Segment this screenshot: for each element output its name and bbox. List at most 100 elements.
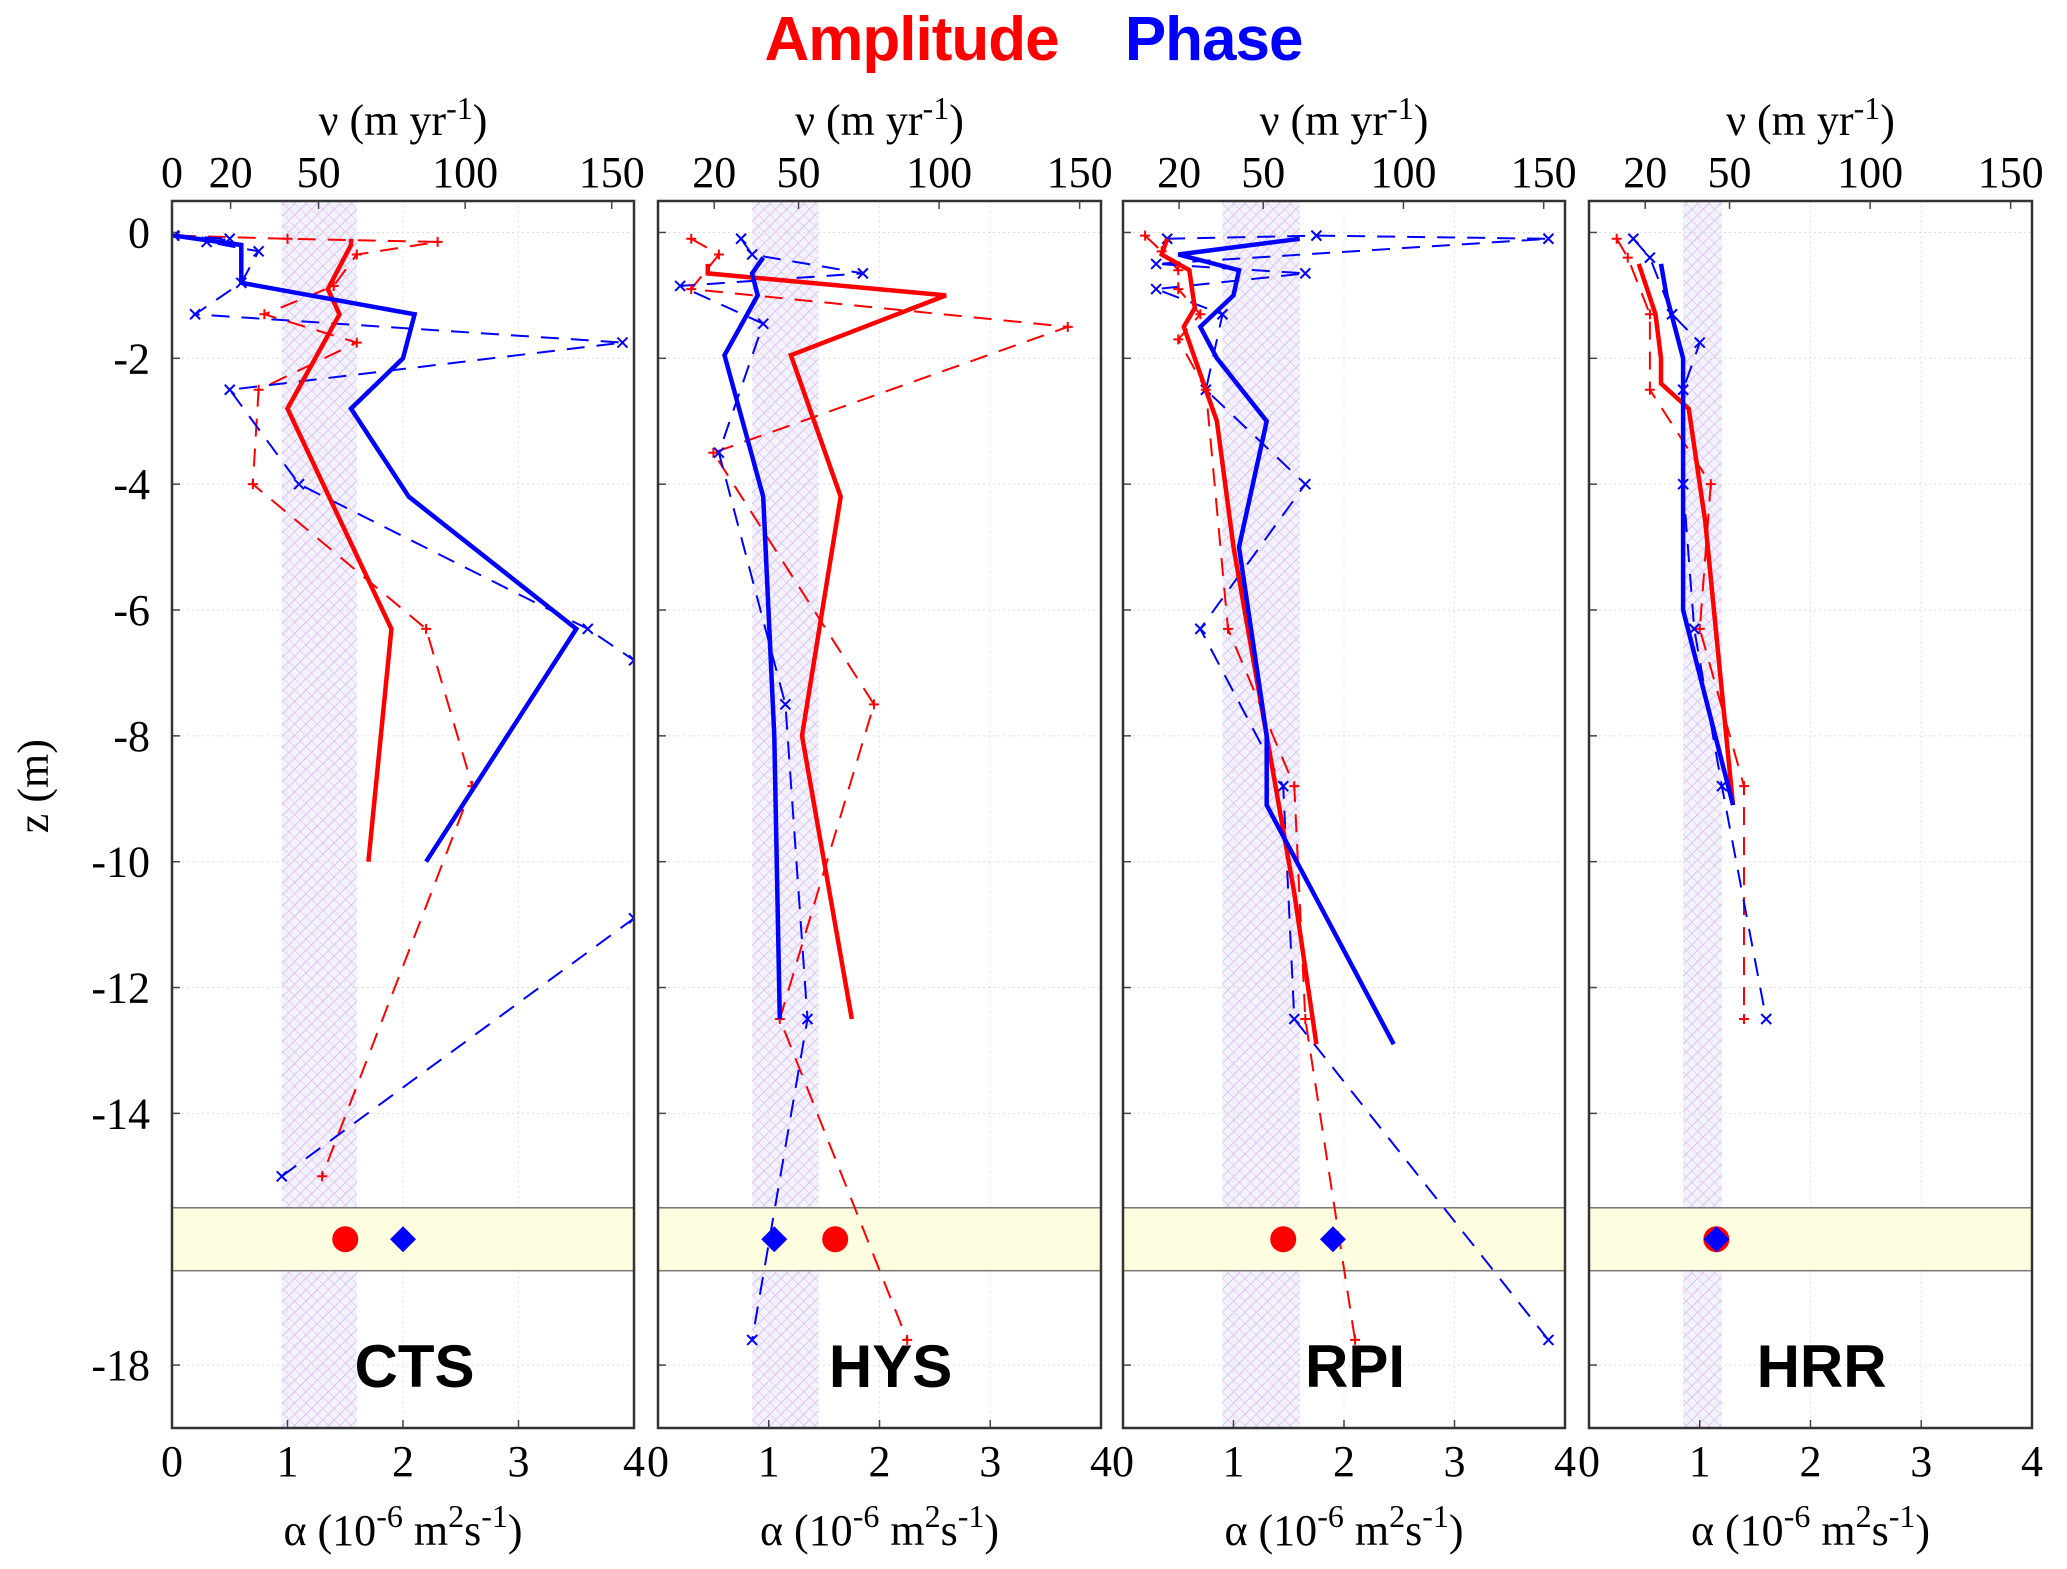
amplitude-point [1622, 252, 1633, 263]
x2-tick-label: 100 [1370, 148, 1436, 197]
amplitude-point [247, 479, 258, 490]
phase-point [857, 267, 869, 280]
x-tick-label: 0 [1578, 1437, 1600, 1486]
phase-point [1644, 251, 1656, 264]
x-tick-label: 0 [647, 1437, 669, 1486]
panel-frame [1587, 199, 2034, 1430]
phase-point [1310, 229, 1323, 242]
series-group [674, 233, 1073, 1346]
phase-point [801, 1013, 814, 1025]
x-tick-label: 3 [508, 1437, 530, 1486]
phase-point [674, 280, 686, 292]
x2-tick-label: 20 [1623, 148, 1667, 197]
y-tick-label: -6 [113, 586, 150, 635]
y-tick-label: 0 [128, 208, 150, 257]
phase-point [757, 317, 769, 330]
amplitude-point [1739, 1014, 1750, 1024]
amplitude-point [317, 1171, 328, 1182]
amplitude-point [713, 249, 724, 260]
phase-point [1760, 1013, 1772, 1025]
phase-point [189, 308, 201, 320]
amplitude-point [421, 623, 432, 634]
y-tick-label: -4 [113, 460, 150, 509]
x-tick-label: 1 [758, 1437, 780, 1486]
chart-title: Amplitude Phase [0, 4, 2067, 75]
panel-rpi: RPI 0 1 2 3 4 20 50 100 150 ν (m yr-1) α (10-6 m2s-… [1112, 90, 1577, 1555]
amplitude-solid-line [705, 263, 947, 1020]
amplitude-marker [332, 1226, 359, 1253]
x-tick-label: 2 [392, 1437, 414, 1486]
amplitude-point [1694, 623, 1705, 634]
x-tick-label: 1 [277, 1437, 299, 1486]
phase-marker [1703, 1226, 1730, 1253]
y-tick-label: -2 [113, 334, 150, 383]
phase-point [746, 248, 758, 261]
x-tick-label: 2 [869, 1437, 891, 1486]
amplitude-point [1289, 781, 1300, 792]
phase-point [628, 654, 634, 667]
bottom-axis-label: α (10-6 m2s-1) [760, 1498, 999, 1555]
top-axis-label: ν (m yr-1) [1260, 90, 1429, 145]
x-tick-label: 4 [2021, 1437, 2043, 1486]
phase-point [582, 623, 594, 635]
x2-tick-label: 20 [692, 148, 736, 197]
panel-cts: CTS 0 1 2 3 4 0 20 50 100 150 ν (m yr-1) α (10-6 m2s… [161, 90, 645, 1555]
amplitude-dashed-line [1615, 238, 1745, 1019]
phase-point [713, 446, 725, 459]
x-tick-label: 1 [1223, 1437, 1245, 1486]
legend-phase: Phase [1124, 5, 1304, 74]
series-group [172, 229, 634, 1183]
amplitude-point [1644, 384, 1655, 395]
top-axis-label: ν (m yr-1) [1726, 90, 1895, 145]
site-label: CTS [355, 1333, 475, 1400]
legend-amplitude: Amplitude [764, 5, 1059, 74]
top-axis-label: ν (m yr-1) [795, 90, 964, 145]
phase-point [276, 1170, 288, 1183]
phase-point [1299, 267, 1312, 280]
amplitude-point [1611, 233, 1622, 244]
amplitude-point [1705, 479, 1716, 490]
panel-frame [170, 199, 636, 1430]
amplitude-point [1300, 1014, 1311, 1024]
amplitude-marker [1270, 1226, 1297, 1253]
amplitude-point [1195, 309, 1206, 320]
amplitude-point [1062, 321, 1073, 332]
series-group [1140, 229, 1555, 1346]
x-tick-label: 0 [161, 1437, 183, 1486]
amplitude-point [708, 447, 719, 458]
phase-point [252, 245, 265, 258]
x-tick-label: 4 [1090, 1437, 1112, 1486]
phase-point [1627, 233, 1640, 245]
x-tick-label: 3 [1444, 1437, 1466, 1486]
phase-point [628, 912, 634, 925]
phase-marker [1319, 1226, 1346, 1253]
y-tick-label: -12 [91, 964, 150, 1013]
x-tick-label: 3 [1910, 1437, 1932, 1486]
panel-hys: HYS 0 1 2 3 4 20 50 100 150 ν (m yr-1) α (10-6 m2s-… [647, 90, 1113, 1555]
amplitude-point [351, 249, 362, 260]
bottom-axis-label: α (10-6 m2s-1) [1691, 1498, 1930, 1555]
amplitude-point [686, 233, 697, 244]
phase-marker [761, 1226, 788, 1253]
x-tick-label: 4 [1554, 1437, 1576, 1486]
panel-frame [1121, 199, 1567, 1430]
x2-tick-label: 100 [432, 148, 498, 197]
x-tick-label: 4 [623, 1437, 645, 1486]
x2-tick-label: 150 [579, 148, 645, 197]
phase-point [1542, 233, 1555, 245]
site-label: HYS [829, 1333, 952, 1400]
phase-point [779, 698, 792, 711]
y-tick-label: -10 [91, 838, 150, 887]
y-tick-label: -14 [91, 1089, 150, 1138]
amplitude-point [902, 1334, 913, 1345]
phase-point [293, 478, 305, 490]
phase-point [1150, 283, 1162, 295]
amplitude-point [1222, 623, 1233, 634]
phase-dashed-line [174, 234, 634, 1178]
phase-point [1288, 1013, 1300, 1025]
phase-point [1299, 478, 1312, 490]
phase-dashed-line [1155, 234, 1550, 1341]
x2-tick-label: 50 [297, 148, 341, 197]
x-tick-label: 2 [1800, 1437, 1822, 1486]
